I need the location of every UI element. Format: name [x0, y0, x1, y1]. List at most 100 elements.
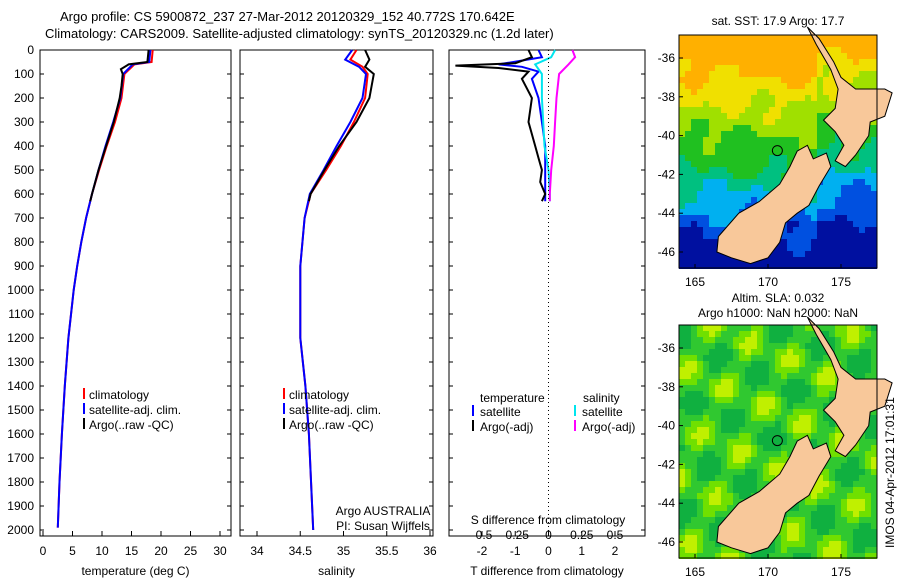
map-cell [817, 397, 823, 403]
map-cell [739, 349, 745, 355]
map-cell [733, 197, 739, 203]
map-cell [715, 391, 721, 397]
map-cell [793, 83, 799, 89]
map-cell [871, 523, 877, 529]
map-cell [865, 487, 871, 493]
map-cell [823, 373, 829, 379]
map-cell [751, 179, 757, 185]
map-cell [871, 41, 877, 47]
map-cell [871, 325, 877, 331]
map-cell [751, 77, 757, 83]
map-cell [775, 397, 781, 403]
map-cell [805, 95, 811, 101]
map-cell [745, 451, 751, 457]
map-cell [733, 113, 739, 119]
map-cell [835, 541, 841, 547]
map-cell [727, 65, 733, 71]
map-cell [823, 487, 829, 493]
map-cell [853, 209, 859, 215]
map-cell [787, 113, 793, 119]
map-cell [703, 137, 709, 143]
map-cell [745, 469, 751, 475]
map-cell [865, 349, 871, 355]
map-cell [697, 263, 703, 269]
map-cell [853, 233, 859, 239]
map-cell [817, 77, 823, 83]
map-cell [865, 65, 871, 71]
map-cell [865, 215, 871, 221]
map-cell [721, 409, 727, 415]
map-cell [859, 221, 865, 227]
map-cell [829, 239, 835, 245]
map-cell [697, 433, 703, 439]
map-cell [733, 475, 739, 481]
map-cell [823, 203, 829, 209]
map-cell [787, 337, 793, 343]
map-cell [697, 493, 703, 499]
map-cell [829, 155, 835, 161]
map-cell [751, 397, 757, 403]
map-cell [685, 233, 691, 239]
map-cell [859, 451, 865, 457]
map-cell [733, 179, 739, 185]
map-cell [679, 149, 685, 155]
y-tick-label: 1100 [8, 307, 34, 321]
map-cell [745, 89, 751, 95]
map-cell [727, 433, 733, 439]
map-cell [793, 119, 799, 125]
map-cell [829, 203, 835, 209]
y-tick-label: 1700 [7, 451, 34, 465]
map-cell [823, 523, 829, 529]
map-cell [805, 65, 811, 71]
map-cell [697, 119, 703, 125]
map-cell [697, 349, 703, 355]
map-cell [829, 511, 835, 517]
map-cell [805, 71, 811, 77]
map-cell [799, 251, 805, 257]
map-cell [793, 59, 799, 65]
map-cell [853, 185, 859, 191]
map-cell [787, 529, 793, 535]
map-cell [691, 149, 697, 155]
map-cell [685, 179, 691, 185]
map-cell [787, 445, 793, 451]
map-cell [727, 83, 733, 89]
map-cell [823, 173, 829, 179]
map-cell [835, 191, 841, 197]
map-cell [871, 77, 877, 83]
map-cell [745, 167, 751, 173]
map-cell [709, 499, 715, 505]
map-cell [685, 89, 691, 95]
map-cell [727, 179, 733, 185]
map-cell [703, 349, 709, 355]
map-cell [703, 487, 709, 493]
map-cell [757, 469, 763, 475]
x-tick-label: 0 [545, 544, 552, 558]
map-cell [835, 137, 841, 143]
map-cell [751, 331, 757, 337]
map-cell [703, 215, 709, 221]
map-y-tick-label: -46 [658, 535, 676, 549]
map-cell [691, 427, 697, 433]
map-cell [721, 101, 727, 107]
map-cell [853, 475, 859, 481]
map-cell [721, 131, 727, 137]
map-cell [829, 215, 835, 221]
map-cell [841, 547, 847, 553]
map-cell [841, 227, 847, 233]
map-cell [721, 463, 727, 469]
map-cell [679, 373, 685, 379]
map-cell [769, 385, 775, 391]
map-cell [751, 553, 757, 559]
map-cell [781, 349, 787, 355]
map-cell [697, 191, 703, 197]
map-cell [799, 409, 805, 415]
map-cell [685, 511, 691, 517]
map-cell [817, 131, 823, 137]
map-cell [781, 41, 787, 47]
map-cell [871, 433, 877, 439]
map-cell [697, 59, 703, 65]
map-cell [775, 167, 781, 173]
map-cell [709, 161, 715, 167]
legend-label: satellite [582, 405, 623, 419]
